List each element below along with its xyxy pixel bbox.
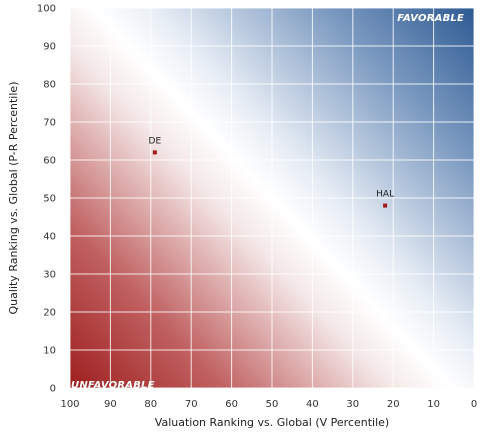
zone-label-unfavorable: UNFAVORABLE: [71, 380, 155, 391]
y-tick-label: 90: [43, 42, 56, 53]
zone-label-favorable: FAVORABLE: [397, 13, 464, 24]
data-point-label: DE: [149, 136, 162, 146]
data-points: DE HAL: [149, 136, 394, 208]
y-tick-label: 0: [50, 384, 56, 395]
y-tick-label: 100: [37, 4, 56, 15]
x-tick-label: 0: [471, 399, 477, 410]
y-tick-label: 10: [43, 346, 56, 357]
x-tick-label: 40: [306, 399, 319, 410]
x-tick-label: 60: [225, 399, 238, 410]
y-tick-label: 70: [43, 118, 56, 129]
y-tick-label: 30: [43, 270, 56, 281]
y-tick-label: 60: [43, 156, 56, 167]
data-point-marker: [152, 150, 157, 155]
x-tick-label: 70: [185, 399, 198, 410]
x-axis-title: Valuation Ranking vs. Global (V Percenti…: [155, 416, 389, 429]
x-tick-label: 80: [144, 399, 157, 410]
y-tick-label: 20: [43, 308, 56, 319]
y-axis-tick-labels: 0 10 20 30 40 50 60 70 80 90 100: [37, 4, 56, 395]
x-tick-label: 90: [104, 399, 117, 410]
y-axis-title: Quality Ranking vs. Global (P-R Percenti…: [7, 82, 20, 315]
x-tick-label: 30: [346, 399, 359, 410]
x-tick-label: 10: [427, 399, 440, 410]
x-axis-tick-labels: 100 90 80 70 60 50 40 30 20 10 0: [60, 399, 477, 410]
x-tick-label: 100: [60, 399, 79, 410]
y-tick-label: 40: [43, 232, 56, 243]
x-tick-label: 50: [266, 399, 279, 410]
data-point-label: HAL: [376, 190, 394, 200]
x-tick-label: 20: [387, 399, 400, 410]
grid-lines: [69, 7, 475, 389]
data-point-marker: [383, 203, 388, 208]
y-tick-label: 50: [43, 194, 56, 205]
y-tick-label: 80: [43, 80, 56, 91]
